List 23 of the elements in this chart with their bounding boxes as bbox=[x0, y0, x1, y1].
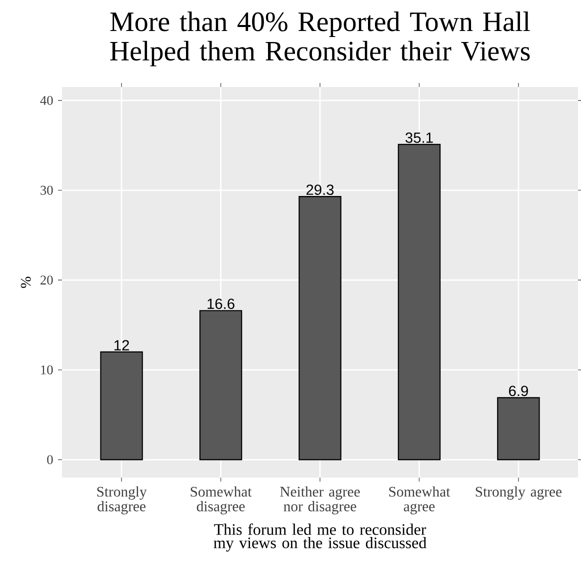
y-tick-label: 0 bbox=[47, 455, 53, 464]
x-tick-label: Neither agree nor disagree bbox=[280, 486, 360, 514]
y-tick-label: 40 bbox=[40, 96, 53, 105]
bar bbox=[199, 310, 242, 460]
chart-title: More than 40% Reported Town Hall Helped them Reconsider their Views bbox=[110, 12, 530, 66]
y-tick-label: 30 bbox=[40, 186, 53, 195]
y-axis-title: % bbox=[20, 276, 31, 288]
bar bbox=[298, 196, 342, 460]
y-tick-label: 10 bbox=[41, 365, 53, 374]
data-label: 35.1 bbox=[406, 132, 433, 143]
data-label: 12 bbox=[114, 340, 129, 350]
x-axis-title: This forum led me to reconsider my views on the issue discussed bbox=[214, 524, 426, 552]
bar bbox=[100, 351, 143, 460]
x-tick-label: Somewhat agree bbox=[389, 486, 450, 514]
y-tick-label: 20 bbox=[40, 276, 53, 285]
data-label: 6.9 bbox=[509, 386, 528, 396]
x-tick-label: Strongly disagree bbox=[97, 486, 147, 514]
bar bbox=[497, 397, 540, 460]
data-label: 16.6 bbox=[208, 298, 234, 310]
bar bbox=[398, 144, 441, 460]
x-tick-label: Strongly agree bbox=[476, 486, 562, 500]
data-label: 29.3 bbox=[306, 184, 334, 195]
x-tick-label: Somewhat disagree bbox=[190, 486, 252, 514]
